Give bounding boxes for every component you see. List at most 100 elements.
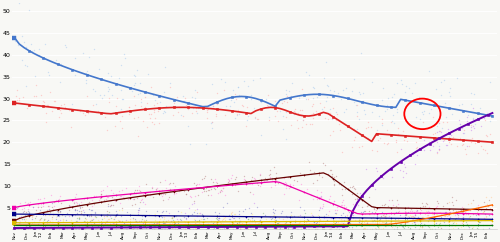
Point — [324, 224, 332, 228]
Point — [254, 219, 262, 223]
Point — [133, 220, 141, 224]
Point — [57, 227, 65, 231]
Point — [432, 124, 440, 128]
Point — [249, 227, 257, 231]
Point — [452, 209, 460, 213]
Point — [460, 212, 468, 216]
Point — [272, 171, 280, 175]
Point — [276, 109, 283, 113]
Point — [90, 194, 98, 198]
Point — [14, 221, 22, 225]
Point — [294, 223, 302, 227]
Point — [66, 205, 74, 209]
Point — [202, 189, 209, 193]
Point — [274, 119, 282, 123]
Point — [153, 220, 161, 224]
Point — [346, 185, 354, 189]
Point — [158, 226, 166, 229]
Point — [368, 110, 376, 114]
Point — [366, 125, 374, 129]
Point — [362, 223, 370, 227]
Point — [408, 215, 416, 219]
Point — [181, 96, 189, 100]
Point — [410, 222, 418, 226]
Point — [316, 217, 324, 220]
Point — [220, 214, 228, 218]
Point — [373, 128, 381, 132]
Point — [380, 220, 388, 224]
Point — [198, 186, 205, 190]
Point — [133, 188, 141, 192]
Point — [476, 208, 484, 212]
Point — [389, 203, 397, 207]
Point — [192, 109, 200, 113]
Point — [170, 101, 178, 105]
Point — [435, 144, 443, 147]
Point — [18, 214, 25, 218]
Point — [392, 222, 400, 226]
Point — [179, 225, 187, 229]
Point — [166, 211, 173, 215]
Point — [140, 224, 148, 228]
Point — [421, 223, 429, 227]
Point — [134, 210, 141, 214]
Point — [467, 140, 475, 144]
Point — [16, 226, 24, 230]
Point — [356, 218, 364, 222]
Point — [460, 138, 468, 142]
Point — [304, 218, 312, 222]
Point — [116, 219, 124, 223]
Point — [403, 220, 411, 224]
Point — [342, 107, 350, 111]
Point — [401, 219, 409, 223]
Point — [360, 222, 368, 226]
Point — [404, 216, 412, 219]
Point — [486, 195, 494, 199]
Point — [372, 222, 380, 226]
Point — [18, 207, 26, 211]
Point — [330, 175, 338, 179]
Point — [312, 224, 320, 227]
Point — [384, 96, 392, 100]
Point — [348, 185, 356, 189]
Point — [472, 213, 480, 217]
Point — [141, 105, 149, 109]
Point — [380, 204, 388, 207]
Point — [300, 208, 308, 212]
Point — [84, 213, 92, 217]
Point — [48, 227, 56, 231]
Point — [374, 224, 382, 228]
Point — [370, 187, 378, 191]
Point — [73, 208, 81, 212]
Point — [403, 216, 411, 220]
Point — [378, 123, 386, 127]
Point — [387, 120, 395, 124]
Point — [331, 208, 339, 212]
Point — [308, 213, 316, 217]
Point — [486, 113, 494, 116]
Point — [248, 216, 256, 220]
Point — [378, 219, 386, 223]
Point — [92, 103, 100, 106]
Point — [120, 196, 128, 200]
Point — [208, 227, 216, 231]
Point — [18, 59, 26, 62]
Point — [483, 204, 491, 208]
Point — [318, 175, 326, 179]
Point — [22, 224, 30, 227]
Point — [326, 227, 334, 231]
Point — [256, 173, 264, 177]
Point — [475, 217, 483, 221]
Point — [382, 221, 390, 225]
Point — [483, 223, 491, 227]
Point — [168, 216, 175, 220]
Point — [455, 118, 463, 122]
Point — [318, 219, 326, 222]
Point — [50, 200, 58, 204]
Point — [116, 208, 124, 212]
Point — [282, 181, 290, 184]
Point — [80, 197, 88, 201]
Point — [22, 45, 30, 49]
Point — [102, 193, 110, 197]
Point — [404, 211, 411, 215]
